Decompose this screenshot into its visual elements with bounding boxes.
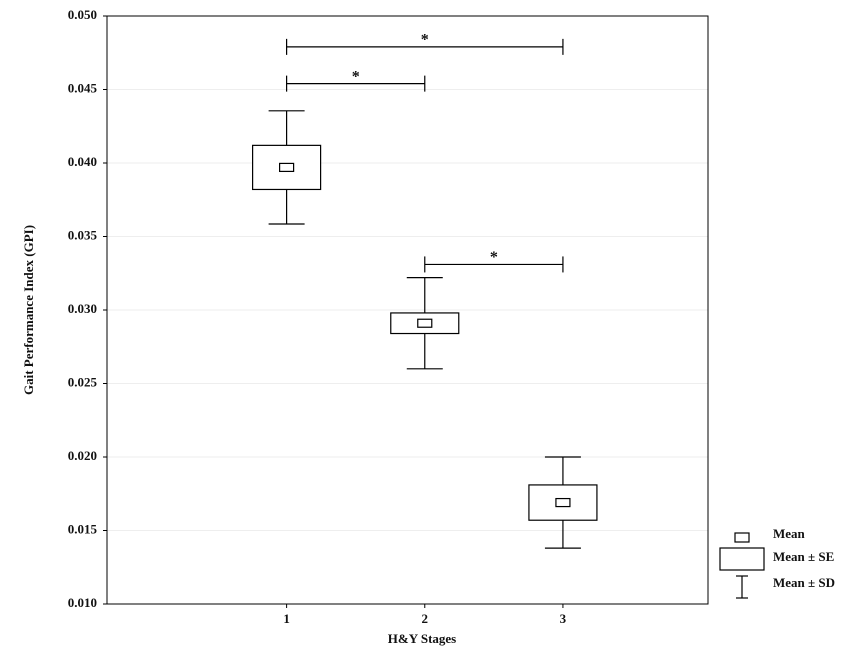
legend-mean-icon (734, 532, 750, 543)
x-tick-label: 1 (283, 611, 290, 626)
y-tick-label: 0.025 (68, 374, 98, 389)
x-axis-label: H&Y Stages (388, 631, 457, 646)
y-tick-label: 0.020 (68, 448, 97, 463)
legend-se-icon (719, 547, 765, 571)
x-tick-label: 3 (560, 611, 567, 626)
significance-label: * (490, 249, 498, 266)
y-tick-label: 0.010 (68, 595, 97, 610)
mean-marker (555, 497, 571, 508)
y-tick-label: 0.040 (68, 154, 97, 169)
legend-label: Mean ± SD (773, 575, 835, 590)
plot-frame (106, 15, 709, 605)
significance-label: * (352, 68, 360, 85)
y-tick-label: 0.045 (68, 80, 98, 95)
significance-label: * (421, 32, 429, 49)
y-axis-label: Gait Performance Index (GPI) (21, 225, 36, 395)
y-tick-label: 0.050 (68, 7, 97, 22)
mean-marker (417, 318, 433, 328)
y-tick-label: 0.015 (68, 521, 98, 536)
y-tick-label: 0.035 (68, 227, 98, 242)
y-tick-label: 0.030 (68, 301, 97, 316)
legend-label: Mean ± SE (773, 549, 834, 564)
legend-label: Mean (773, 526, 806, 541)
mean-marker (279, 162, 295, 173)
x-tick-label: 2 (422, 611, 429, 626)
